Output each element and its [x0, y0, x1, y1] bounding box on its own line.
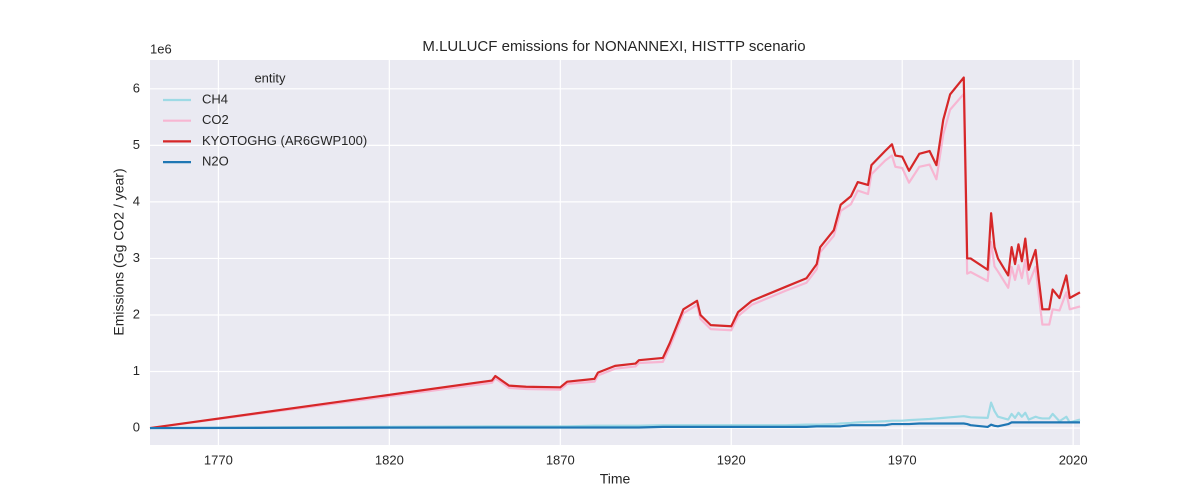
x-tick-label: 2020 [1059, 452, 1088, 467]
plot-area [150, 60, 1080, 445]
y-tick-label: 1 [133, 363, 140, 378]
x-tick-label: 1970 [888, 452, 917, 467]
x-tick-label: 1770 [204, 452, 233, 467]
legend-label: N2O [202, 154, 229, 169]
x-tick-label: 1820 [375, 452, 404, 467]
y-tick-label: 3 [133, 250, 140, 265]
x-tick-label: 1920 [717, 452, 746, 467]
y-tick-label: 6 [133, 80, 140, 95]
series-line [149, 92, 1081, 430]
x-axis-label: Time [600, 471, 631, 487]
y-tick-label: 2 [133, 306, 140, 321]
legend-title: entity [254, 70, 286, 85]
chart-title: M.LULUCF emissions for NONANNEXI, HISTTP… [422, 38, 805, 55]
legend-label: CO2 [202, 112, 229, 127]
series-line [149, 421, 1080, 430]
series-line [149, 401, 1081, 430]
y-axis-label: Emissions (Gg CO2 / year) [111, 168, 127, 335]
legend-label: KYOTOGHG (AR6GWP100) [202, 133, 367, 148]
y-offset-label: 1e6 [150, 41, 172, 56]
y-tick-label: 0 [133, 419, 140, 434]
y-tick-label: 5 [133, 137, 140, 152]
x-tick-label: 1870 [546, 452, 575, 467]
y-tick-label: 4 [133, 193, 140, 208]
series-line [149, 76, 1081, 430]
legend-label: CH4 [202, 91, 228, 106]
